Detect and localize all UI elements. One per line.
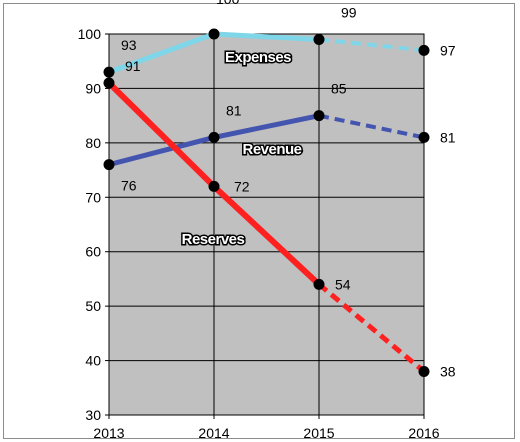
series-projection-reserves: [317, 282, 426, 374]
data-label: 72: [234, 178, 250, 194]
data-point: [103, 66, 115, 78]
data-label: 81: [440, 129, 456, 145]
data-point: [208, 28, 220, 40]
data-label: 93: [121, 37, 137, 53]
y-tick-label: 60: [85, 244, 101, 260]
y-tick-label: 90: [85, 80, 101, 96]
y-tick-label: 80: [85, 135, 101, 151]
data-point: [418, 131, 430, 143]
data-point: [208, 180, 220, 192]
data-point: [103, 159, 115, 171]
data-label: 81: [226, 102, 242, 118]
data-point: [313, 33, 325, 45]
data-label: 38: [440, 363, 456, 379]
data-point: [313, 110, 325, 122]
data-label: 54: [335, 276, 351, 292]
data-label: 97: [440, 42, 456, 58]
x-tick-label: 2015: [303, 425, 334, 441]
plot-area: [108, 33, 425, 416]
x-tick-label: 2013: [93, 425, 124, 441]
data-label: 76: [121, 178, 137, 194]
data-label: 91: [125, 58, 141, 74]
y-tick-label: 40: [85, 353, 101, 369]
data-label: 85: [331, 81, 347, 97]
data-label: 99: [341, 4, 357, 20]
data-point: [418, 44, 430, 56]
y-tick-label: 70: [85, 189, 101, 205]
data-point: [418, 365, 430, 377]
series-projection-revenue: [318, 113, 425, 140]
x-tick-label: 2014: [198, 425, 229, 441]
data-label: 100: [216, 0, 240, 7]
series-projection-expenses: [318, 37, 425, 53]
y-tick-label: 100: [78, 26, 102, 42]
data-point: [103, 77, 115, 89]
data-point: [313, 278, 325, 290]
data-point: [208, 131, 220, 143]
y-tick-label: 50: [85, 298, 101, 314]
series-name-label: Expenses: [225, 49, 291, 66]
series-name-label: Reserves: [182, 231, 245, 248]
x-tick-label: 2016: [408, 425, 439, 441]
series-name-label: Revenue: [242, 141, 301, 158]
y-tick-label: 30: [85, 407, 101, 423]
